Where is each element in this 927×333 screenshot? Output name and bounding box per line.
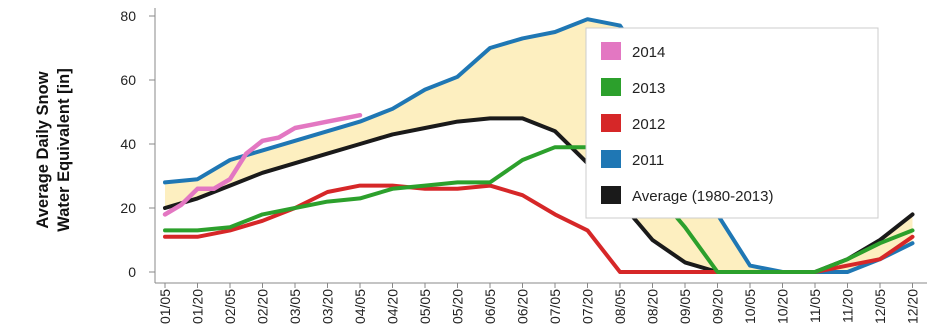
x-tick-label: 04/05: [352, 289, 368, 324]
legend-label: Average (1980-2013): [632, 188, 774, 205]
series-line-2014: [162, 112, 363, 217]
x-tick-label: 10/05: [742, 289, 758, 324]
x-tick-label: 03/20: [320, 289, 336, 324]
x-tick-label: 09/05: [677, 289, 693, 324]
legend-swatch: [601, 114, 621, 132]
x-tick-label: 06/05: [482, 289, 498, 324]
legend-label: 2011: [632, 152, 664, 169]
x-tick-label: 08/05: [612, 289, 628, 324]
x-tick-label: 12/20: [905, 289, 921, 324]
y-tick-label: 60: [120, 72, 136, 88]
x-tick-label: 07/05: [547, 289, 563, 324]
legend-label: 2014: [632, 44, 665, 61]
x-tick-label: 10/20: [775, 289, 791, 324]
y-tick-label: 80: [120, 8, 136, 24]
legend-swatch: [601, 42, 621, 60]
x-tick-label: 06/20: [515, 289, 531, 324]
x-tick-label: 02/20: [255, 289, 271, 324]
legend-swatch: [601, 186, 621, 204]
x-tick-label: 11/20: [840, 289, 856, 323]
x-tick-label: 02/05: [222, 289, 238, 324]
x-tick-label: 01/20: [190, 289, 206, 324]
x-tick-label: 04/20: [385, 289, 401, 324]
y-tick-label: 20: [120, 200, 136, 216]
x-tick-label: 03/05: [287, 289, 303, 324]
x-tick-label: 08/20: [645, 289, 661, 324]
legend-box: [585, 27, 879, 219]
series-line-2013: [163, 145, 915, 274]
range-band: [165, 19, 913, 273]
x-tick-label: 12/05: [872, 289, 888, 324]
y-tick-label: 0: [128, 264, 136, 280]
x-tick-label: 11/05: [807, 289, 823, 323]
legend-swatch: [601, 78, 621, 96]
x-tick-label: 05/05: [417, 289, 433, 324]
legend-label: 2013: [632, 80, 665, 97]
x-tick-label: 09/20: [710, 289, 726, 324]
x-tick-label: 01/05: [157, 289, 173, 324]
x-tick-label: 05/20: [450, 289, 466, 324]
legend-label: 2012: [632, 116, 665, 133]
legend-swatch: [601, 150, 621, 168]
y-tick-label: 40: [120, 136, 136, 152]
x-tick-label: 07/20: [580, 289, 596, 324]
